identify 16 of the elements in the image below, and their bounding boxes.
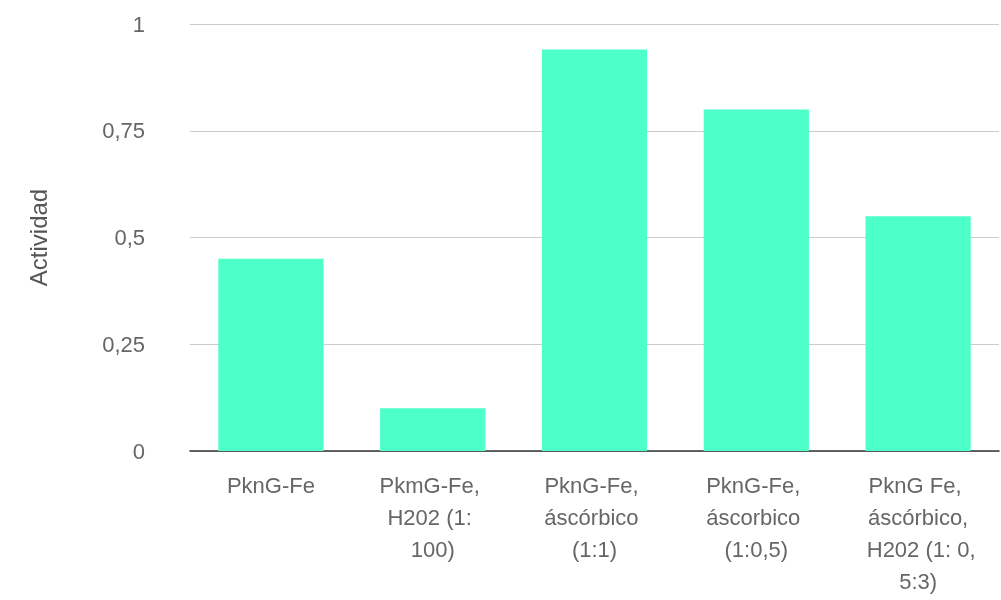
x-tick-label: PknG-Fe, áscórbico (1:1) [544, 472, 645, 562]
y-tick-label: 1 [132, 11, 145, 37]
x-tick-label: PkmG-Fe, H202 (1: 100) [379, 472, 486, 562]
x-tick-label: PknG Fe, áscórbico, H202 (1: 0,5:3) [860, 472, 976, 594]
bar [218, 258, 324, 451]
y-tick-label: 0,5 [114, 225, 145, 250]
bar [865, 216, 971, 451]
x-tick-label: PknG-Fe, áscorbico (1:0,5) [706, 472, 807, 562]
bar [541, 49, 648, 451]
y-tick-label: 0 [132, 438, 145, 464]
bar [380, 408, 486, 451]
y-axis-title: Actividad [24, 188, 52, 287]
y-tick-label: 0,25 [102, 331, 145, 357]
y-tick-label: 0,75 [102, 118, 145, 144]
x-tick-label: PknG-Fe [226, 472, 315, 498]
bar [703, 109, 809, 451]
